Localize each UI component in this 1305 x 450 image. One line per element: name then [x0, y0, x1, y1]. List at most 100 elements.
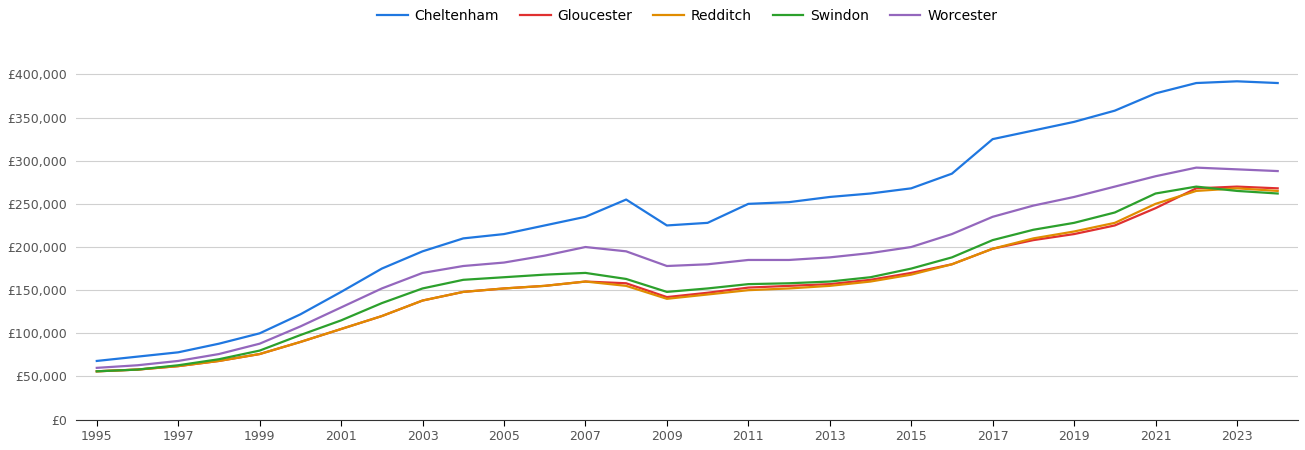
Swindon — [1066, 220, 1082, 225]
Cheltenham — [129, 354, 145, 360]
Cheltenham — [455, 236, 471, 241]
Gloucester — [863, 277, 878, 283]
Swindon — [1026, 227, 1041, 233]
Swindon — [89, 369, 104, 374]
Swindon — [1107, 210, 1122, 215]
Gloucester — [375, 313, 390, 319]
Swindon — [455, 277, 471, 283]
Line: Gloucester: Gloucester — [97, 187, 1278, 371]
Cheltenham — [822, 194, 838, 200]
Worcester — [944, 231, 959, 237]
Cheltenham — [415, 249, 431, 254]
Swindon — [1147, 191, 1163, 196]
Worcester — [455, 263, 471, 269]
Cheltenham — [496, 231, 512, 237]
Gloucester — [1026, 238, 1041, 243]
Swindon — [171, 363, 187, 368]
Redditch — [903, 272, 919, 277]
Worcester — [578, 244, 594, 250]
Worcester — [211, 351, 227, 357]
Swindon — [822, 279, 838, 284]
Swindon — [415, 286, 431, 291]
Line: Worcester: Worcester — [97, 167, 1278, 368]
Gloucester — [1107, 223, 1122, 228]
Worcester — [659, 263, 675, 269]
Worcester — [1189, 165, 1205, 170]
Worcester — [822, 255, 838, 260]
Swindon — [782, 280, 797, 286]
Worcester — [1026, 203, 1041, 208]
Redditch — [333, 326, 348, 332]
Cheltenham — [333, 289, 348, 295]
Line: Cheltenham: Cheltenham — [97, 81, 1278, 361]
Redditch — [536, 283, 552, 288]
Redditch — [1229, 186, 1245, 191]
Worcester — [619, 249, 634, 254]
Redditch — [1189, 188, 1205, 194]
Redditch — [863, 279, 878, 284]
Swindon — [578, 270, 594, 275]
Swindon — [740, 281, 756, 287]
Redditch — [292, 339, 308, 345]
Redditch — [375, 313, 390, 319]
Swindon — [863, 274, 878, 280]
Swindon — [619, 276, 634, 282]
Gloucester — [944, 261, 959, 267]
Swindon — [252, 348, 268, 353]
Swindon — [659, 289, 675, 295]
Cheltenham — [863, 191, 878, 196]
Cheltenham — [1026, 128, 1041, 133]
Worcester — [292, 324, 308, 329]
Cheltenham — [578, 214, 594, 220]
Gloucester — [89, 369, 104, 374]
Line: Swindon: Swindon — [97, 187, 1278, 371]
Swindon — [944, 255, 959, 260]
Swindon — [129, 367, 145, 372]
Redditch — [740, 288, 756, 293]
Swindon — [1229, 188, 1245, 194]
Redditch — [578, 279, 594, 284]
Line: Redditch: Redditch — [97, 189, 1278, 371]
Worcester — [89, 365, 104, 370]
Worcester — [863, 250, 878, 256]
Redditch — [211, 358, 227, 364]
Worcester — [375, 286, 390, 291]
Cheltenham — [619, 197, 634, 202]
Worcester — [252, 341, 268, 346]
Redditch — [1026, 236, 1041, 241]
Swindon — [699, 286, 715, 291]
Gloucester — [415, 298, 431, 303]
Redditch — [1107, 220, 1122, 225]
Gloucester — [619, 280, 634, 286]
Worcester — [985, 214, 1001, 220]
Redditch — [822, 283, 838, 288]
Redditch — [985, 246, 1001, 252]
Gloucester — [1147, 206, 1163, 211]
Worcester — [1107, 184, 1122, 189]
Redditch — [782, 286, 797, 291]
Worcester — [1229, 166, 1245, 172]
Gloucester — [536, 283, 552, 288]
Cheltenham — [536, 223, 552, 228]
Redditch — [1066, 229, 1082, 234]
Cheltenham — [944, 171, 959, 176]
Cheltenham — [1107, 108, 1122, 113]
Cheltenham — [375, 266, 390, 271]
Cheltenham — [1147, 91, 1163, 96]
Cheltenham — [1066, 119, 1082, 125]
Cheltenham — [782, 199, 797, 205]
Swindon — [211, 356, 227, 362]
Redditch — [496, 286, 512, 291]
Gloucester — [211, 358, 227, 364]
Redditch — [699, 292, 715, 297]
Redditch — [129, 367, 145, 372]
Gloucester — [1066, 231, 1082, 237]
Redditch — [171, 364, 187, 369]
Gloucester — [740, 285, 756, 290]
Swindon — [375, 301, 390, 306]
Swindon — [903, 266, 919, 271]
Redditch — [944, 261, 959, 267]
Cheltenham — [252, 331, 268, 336]
Swindon — [496, 274, 512, 280]
Worcester — [1270, 168, 1285, 174]
